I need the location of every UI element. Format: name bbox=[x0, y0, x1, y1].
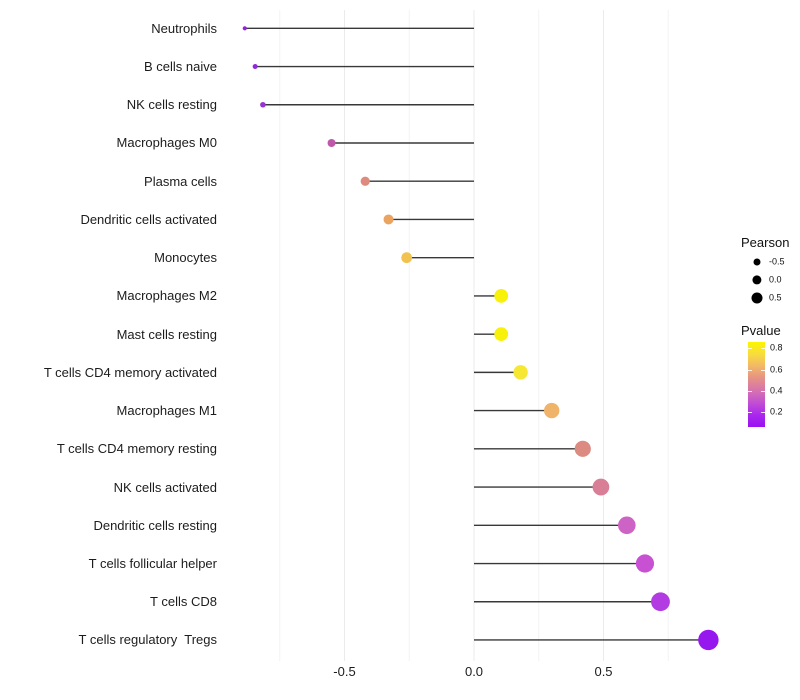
size-legend-dot bbox=[751, 275, 762, 285]
data-point bbox=[260, 101, 266, 108]
pvalue-tick-label: 0.4 bbox=[770, 385, 783, 396]
pvalue-tick-mark bbox=[748, 390, 752, 392]
x-axis-tick-label: 0.0 bbox=[464, 664, 484, 679]
data-point bbox=[494, 289, 509, 303]
size-legend-label: -0.5 bbox=[769, 256, 785, 267]
category-label: Monocytes bbox=[154, 250, 217, 266]
data-point bbox=[698, 629, 719, 651]
category-label: B cells naive bbox=[144, 59, 217, 75]
category-label: T cells regulatory Tregs bbox=[78, 632, 217, 648]
size-legend-dot bbox=[751, 292, 762, 304]
data-point bbox=[327, 138, 336, 147]
data-point bbox=[252, 64, 258, 70]
data-point bbox=[513, 365, 528, 380]
size-legend-label: 0.5 bbox=[769, 292, 782, 303]
pvalue-tick-mark bbox=[748, 369, 752, 371]
data-point bbox=[635, 554, 655, 573]
category-label: T cells follicular helper bbox=[88, 556, 217, 572]
category-label: Neutrophils bbox=[151, 20, 217, 36]
data-point bbox=[651, 592, 670, 612]
data-point bbox=[618, 516, 636, 535]
pvalue-tick-label: 0.2 bbox=[770, 406, 783, 417]
category-label: NK cells activated bbox=[113, 479, 217, 495]
color-legend-title: Pvalue bbox=[741, 323, 781, 338]
pvalue-gradient-bar bbox=[748, 342, 765, 427]
category-label: Macrophages M0 bbox=[116, 135, 217, 151]
x-axis-tick-label: 0.5 bbox=[594, 664, 613, 679]
data-point bbox=[242, 26, 247, 31]
data-point bbox=[592, 478, 610, 496]
data-point bbox=[574, 440, 591, 457]
data-point bbox=[494, 327, 509, 342]
pvalue-tick-label: 0.6 bbox=[770, 364, 783, 375]
x-axis-tick-label: -0.5 bbox=[333, 664, 356, 679]
legend: Pearson -0.5 0.0 0.5 Pvalue 0.8 0.6 0.4 0.2 bbox=[740, 236, 800, 436]
category-label: Mast cells resting bbox=[116, 326, 217, 342]
category-label: NK cells resting bbox=[126, 97, 217, 113]
category-label: Dendritic cells activated bbox=[80, 211, 217, 227]
data-point bbox=[544, 402, 560, 419]
data-point bbox=[383, 214, 394, 225]
pvalue-tick-mark bbox=[761, 348, 765, 350]
size-legend-dot bbox=[753, 258, 760, 266]
category-label: T cells CD8 bbox=[150, 594, 217, 610]
category-label: Plasma cells bbox=[144, 173, 217, 189]
pvalue-tick-mark bbox=[748, 412, 752, 414]
pvalue-tick-label: 0.8 bbox=[770, 342, 783, 353]
category-label: T cells CD4 memory resting bbox=[56, 441, 217, 457]
category-label: T cells CD4 memory activated bbox=[43, 364, 217, 380]
category-label: Dendritic cells resting bbox=[93, 517, 217, 533]
data-point bbox=[401, 252, 413, 264]
data-point bbox=[360, 176, 370, 186]
size-legend-label: 0.0 bbox=[769, 274, 782, 285]
pvalue-tick-mark bbox=[761, 390, 765, 392]
pvalue-tick-mark bbox=[748, 348, 752, 350]
category-label: Macrophages M2 bbox=[116, 288, 217, 304]
category-label: Macrophages M1 bbox=[116, 403, 217, 419]
size-legend-title: Pearson bbox=[741, 235, 790, 250]
pvalue-tick-mark bbox=[761, 369, 765, 371]
pvalue-tick-mark bbox=[761, 412, 765, 414]
